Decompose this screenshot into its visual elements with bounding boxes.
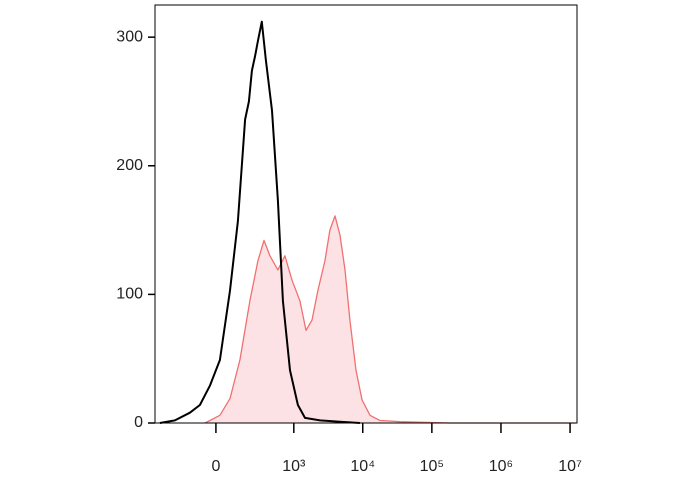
y-tick-label: 0 <box>134 414 143 431</box>
x-tick-label: 10⁴ <box>350 458 375 475</box>
x-tick-label: 10³ <box>282 458 306 475</box>
histogram-line <box>159 20 360 424</box>
y-tick-label: 300 <box>116 28 143 45</box>
x-tick-label: 0 <box>211 458 220 475</box>
x-tick-label: 10⁷ <box>558 458 582 475</box>
x-tick-label: 10⁵ <box>420 458 444 475</box>
x-tick-label: 10⁶ <box>489 458 513 475</box>
histogram-area <box>205 215 576 423</box>
y-tick-label: 100 <box>116 286 143 303</box>
y-tick-label: 200 <box>116 157 143 174</box>
histogram-line <box>204 215 576 424</box>
plot-frame <box>154 4 578 424</box>
